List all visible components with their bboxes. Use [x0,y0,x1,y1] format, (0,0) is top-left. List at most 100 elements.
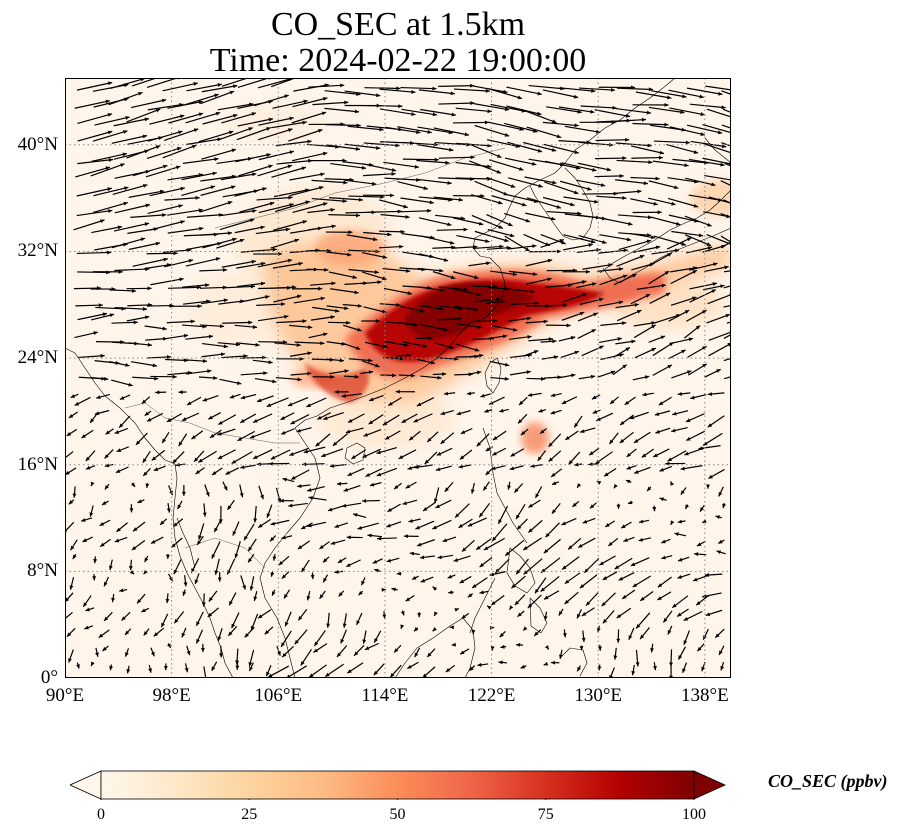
wind-arrow [411,575,419,581]
wind-arrow [621,589,636,600]
wind-arrow [594,109,631,118]
wind-arrow [346,662,364,674]
wind-arrow [461,612,470,620]
wind-arrow [646,486,652,492]
wind-arrow [542,89,579,99]
wind-arrow [537,450,547,462]
wind-arrow [228,592,237,606]
wind-arrow [201,593,206,607]
wind-arrow [413,627,419,632]
wind-arrow [483,537,505,551]
wind-arrow [508,605,514,611]
wind-arrow [717,539,725,545]
wind-arrow [313,643,328,653]
wind-arrow [341,393,362,398]
wind-arrow [68,411,78,419]
wind-arrow [360,577,366,586]
wind-arrow [508,177,543,188]
wind-arrow [121,611,131,621]
wind-arrow [636,283,666,290]
wind-arrow [459,648,470,655]
wind-arrow [113,222,150,232]
wind-arrow [164,333,189,340]
wind-arrow [677,573,691,579]
wind-arrow [109,361,130,367]
wind-arrow [115,466,129,474]
wind-arrow [668,349,686,360]
wind-arrow [626,465,637,470]
wind-arrow [217,449,236,460]
wind-arrow [300,559,310,573]
wind-arrow [379,229,405,234]
wind-arrow [543,538,561,554]
wind-arrow [499,408,509,413]
wind-arrow [94,409,110,416]
wind-arrow [243,523,255,541]
wind-arrow [672,410,689,416]
wind-arrow [235,648,240,665]
wind-arrow [92,574,97,581]
wind-arrow [568,451,581,465]
wind-arrow [420,323,448,332]
wind-arrow [616,629,621,643]
wind-arrow [486,299,505,304]
wind-arrow [669,126,705,136]
wind-arrow [199,268,228,272]
wind-arrow [487,228,515,238]
wind-arrow [276,356,304,361]
wind-arrow [548,433,562,448]
colorbar-tick-label: 25 [241,806,258,823]
wind-arrow [184,663,189,673]
wind-arrow [132,521,146,532]
wind-arrow [130,482,136,488]
wind-arrow [703,284,725,291]
wind-arrow [330,288,359,295]
wind-arrow [510,448,525,457]
wind-arrow [90,481,95,487]
wind-arrow [576,483,582,489]
wind-arrow [264,626,274,635]
wind-arrow [422,666,436,678]
wind-arrow [80,517,93,522]
wind-arrow [168,112,204,124]
wind-arrow [131,361,158,368]
wind-arrow [616,87,653,92]
colorbar-ticks [100,799,695,800]
wind-arrow [486,176,516,188]
wind-arrow [347,125,384,132]
wind-arrow [347,467,365,477]
wind-arrow [149,186,185,197]
wind-arrow [387,503,401,513]
wind-arrow [561,162,597,172]
wind-arrow [72,486,77,498]
wind-arrow [540,233,566,245]
wind-arrow [147,204,183,215]
wind-arrow [506,86,542,96]
wind-arrow [433,487,440,504]
wind-arrow [280,412,295,421]
wind-arrow [415,520,435,530]
wind-arrow [272,554,277,561]
wind-arrow [544,181,579,195]
wind-arrow [322,412,344,420]
wind-arrow [255,227,291,235]
wind-arrow [523,233,550,247]
wind-arrow [155,390,167,395]
wind-arrow [384,430,401,441]
wind-arrow [596,625,601,633]
wind-arrow [252,449,273,460]
wind-arrow [550,392,562,398]
wind-arrow [685,177,716,187]
wind-arrow [95,647,99,657]
wind-arrow [416,159,450,165]
wind-arrow [652,662,657,671]
wind-arrow [270,78,297,88]
borneo-coastline [394,617,476,678]
wind-arrow [234,541,241,559]
wind-arrow [313,630,326,647]
wind-arrow [415,336,433,341]
wind-arrow [271,166,307,178]
wind-arrow [633,321,656,327]
wind-arrow [613,483,618,489]
wind-arrow [112,183,148,195]
